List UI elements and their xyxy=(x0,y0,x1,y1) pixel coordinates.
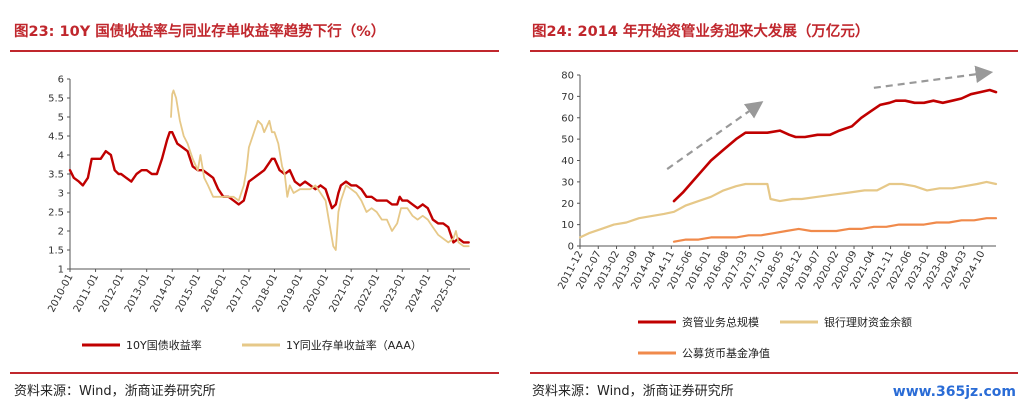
left-chart-panel: 图23: 10Y 国债收益率与同业存单收益率趋势下行（%） 1 1.5 2 2.5 3 3… xyxy=(0,0,505,410)
source-note: 资料来源：Wind，浙商证券研究所 xyxy=(14,384,216,399)
x-tick-label: 2024-01 xyxy=(404,272,433,314)
legend-label: 银行理财资金余额 xyxy=(824,315,912,329)
x-tick-label: 2015-01 xyxy=(174,272,203,314)
asset-management-line-chart: 010203040506070802011-122012-072013-0220… xyxy=(556,65,998,360)
y-tick-label: 4 xyxy=(58,151,64,162)
x-tick-label: 2022-01 xyxy=(353,272,382,314)
x-tick-label: 2021-01 xyxy=(327,272,356,314)
y-tick-label: 2.5 xyxy=(48,208,64,219)
y-tick-label: 2 xyxy=(58,227,64,238)
y-tick-label: 30 xyxy=(561,177,574,188)
y-tick-label: 3.5 xyxy=(48,170,64,181)
y-tick-label: 80 xyxy=(561,71,574,82)
y-tick-label: 3 xyxy=(58,189,64,200)
legend-label: 10Y国债收益率 xyxy=(126,338,202,352)
x-tick-label: 2014-01 xyxy=(149,272,178,314)
chart-title: 图24: 2014 年开始资管业务迎来大发展（万亿元） xyxy=(532,24,870,40)
series-line-1 xyxy=(672,88,998,203)
x-tick-label: 2011-01 xyxy=(72,272,101,314)
x-tick-label: 2019-01 xyxy=(276,272,305,314)
watermark: www.365jz.com xyxy=(892,384,1016,400)
y-tick-label: 70 xyxy=(561,92,574,103)
y-tick-label: 0 xyxy=(568,242,574,253)
x-tick-label: 2012-01 xyxy=(97,272,126,314)
x-tick-label: 2016-01 xyxy=(200,272,229,314)
y-tick-label: 60 xyxy=(561,113,574,124)
y-tick-label: 1 xyxy=(58,265,64,276)
source-rule xyxy=(10,372,499,374)
source-note: 资料来源：Wind，浙商证券研究所 xyxy=(532,384,734,399)
legend-label: 1Y同业存单收益率（AAA） xyxy=(286,338,422,352)
series-line-1 xyxy=(68,130,470,244)
legend-label: 公募货币基金净值 xyxy=(682,346,770,360)
y-tick-label: 5.5 xyxy=(48,94,64,105)
y-tick-label: 20 xyxy=(561,199,574,210)
yield-line-chart: 1 1.5 2 2.5 3 3.5 4 4.5 5 5.5 6 2010-012011-012012-… xyxy=(46,75,470,352)
y-tick-label: 1.5 xyxy=(48,246,64,257)
x-tick-label: 2017-01 xyxy=(225,272,254,314)
y-tick-label: 50 xyxy=(561,135,574,146)
title-rule xyxy=(530,50,1018,52)
chart-title: 图23: 10Y 国债收益率与同业存单收益率趋势下行（%） xyxy=(14,24,386,40)
trend-arrow-up xyxy=(666,101,764,170)
x-tick-label: 2013-01 xyxy=(123,272,152,314)
series-line-2 xyxy=(578,180,998,239)
source-rule xyxy=(530,372,1018,374)
y-tick-label: 10 xyxy=(561,220,574,231)
y-tick-label: 4.5 xyxy=(48,132,64,143)
y-tick-label: 5 xyxy=(58,113,64,124)
series-line-2 xyxy=(170,89,470,251)
x-tick-label: 2010-01 xyxy=(46,272,75,314)
y-tick-label: 6 xyxy=(58,75,64,86)
series-line-3 xyxy=(672,217,998,243)
title-rule xyxy=(10,50,499,52)
legend-label: 资管业务总规模 xyxy=(682,315,759,329)
trend-arrow-flat xyxy=(873,65,994,89)
x-tick-label: 2025-01 xyxy=(430,272,459,314)
y-tick-label: 40 xyxy=(561,156,574,167)
x-tick-label: 2023-01 xyxy=(379,272,408,314)
right-chart-panel: 图24: 2014 年开始资管业务迎来大发展（万亿元） 0 10 20 30 40 50 6… xyxy=(520,0,1024,410)
x-tick-label: 2018-01 xyxy=(251,272,280,314)
x-tick-label: 2020-01 xyxy=(302,272,331,314)
